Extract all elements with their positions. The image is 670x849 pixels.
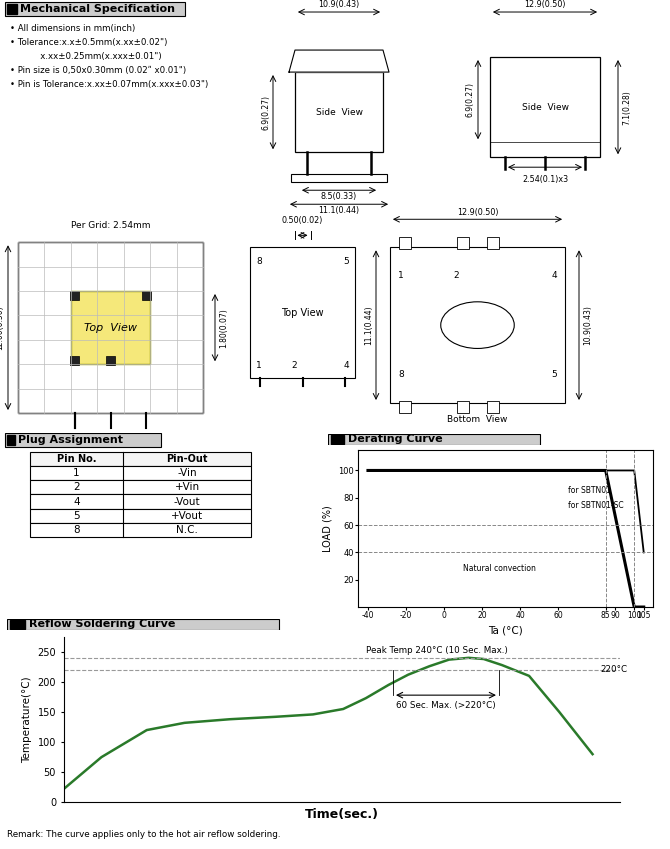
Text: 1.80(0.07): 1.80(0.07) <box>219 307 228 347</box>
Text: • Pin size is 0,50x0.30mm (0.02ʺ x0.01"): • Pin size is 0,50x0.30mm (0.02ʺ x0.01") <box>10 66 186 75</box>
Text: 4: 4 <box>343 361 349 370</box>
Bar <box>390 247 565 403</box>
Text: Top  View: Top View <box>84 323 137 333</box>
Bar <box>456 401 468 413</box>
Text: 8: 8 <box>256 257 262 267</box>
Text: Mechanical Specification: Mechanical Specification <box>20 4 175 14</box>
Text: 1: 1 <box>256 361 262 370</box>
Text: 6.9(0.27): 6.9(0.27) <box>261 94 270 130</box>
Bar <box>30 494 251 509</box>
Bar <box>295 72 383 152</box>
Text: 5: 5 <box>73 511 80 520</box>
Bar <box>141 290 151 300</box>
Text: -Vin: -Vin <box>178 468 197 478</box>
Text: 6.9(0.27): 6.9(0.27) <box>466 82 475 116</box>
Text: 12.00(0.50): 12.00(0.50) <box>0 306 4 350</box>
Text: N.C.: N.C. <box>176 525 198 535</box>
Text: 2: 2 <box>454 271 460 280</box>
Text: 60 Sec. Max. (>220°C): 60 Sec. Max. (>220°C) <box>396 701 496 710</box>
Text: for SBTN01: for SBTN01 <box>567 486 610 496</box>
Text: • Pin is Tolerance:x.xx±0.07mm(x.xxx±0.03"): • Pin is Tolerance:x.xx±0.07mm(x.xxx±0.0… <box>10 80 208 89</box>
Text: Side  View: Side View <box>521 103 569 111</box>
Text: • Tolerance:x.x±0.5mm(x.xx±0.02"): • Tolerance:x.x±0.5mm(x.xx±0.02") <box>10 38 168 47</box>
Bar <box>30 452 251 466</box>
Ellipse shape <box>441 301 515 348</box>
Text: 11.1(0.44): 11.1(0.44) <box>364 306 373 345</box>
Polygon shape <box>289 50 389 72</box>
Text: Remark: The curve applies only to the hot air reflow soldering.: Remark: The curve applies only to the ho… <box>7 829 280 839</box>
Text: +Vin: +Vin <box>175 482 200 492</box>
Text: Side  View: Side View <box>316 108 362 116</box>
Bar <box>399 401 411 413</box>
Text: Bottom  View: Bottom View <box>448 415 508 424</box>
Text: Natural convection: Natural convection <box>463 565 536 573</box>
Text: 2: 2 <box>73 482 80 492</box>
Bar <box>18 242 203 413</box>
Bar <box>7 619 279 630</box>
Text: Per Grid: 2.54mm: Per Grid: 2.54mm <box>71 222 150 230</box>
Bar <box>30 481 251 494</box>
Text: 12.9(0.50): 12.9(0.50) <box>457 208 498 217</box>
Bar <box>399 238 411 250</box>
Bar <box>5 2 185 16</box>
X-axis label: Time(sec.): Time(sec.) <box>305 808 379 821</box>
Text: 12.9(0.50): 12.9(0.50) <box>524 0 565 9</box>
Bar <box>486 401 498 413</box>
Text: 2.54(0.1)x3: 2.54(0.1)x3 <box>522 175 568 184</box>
Text: 10.9(0.43): 10.9(0.43) <box>318 0 360 9</box>
Text: x.xx±0.25mm(x.xxx±0.01"): x.xx±0.25mm(x.xxx±0.01") <box>10 52 161 61</box>
Text: 7.1(0.28): 7.1(0.28) <box>622 90 631 125</box>
X-axis label: Ta (°C): Ta (°C) <box>488 626 523 636</box>
Bar <box>10 620 25 629</box>
Text: Pin-Out: Pin-Out <box>166 454 208 464</box>
Text: 5: 5 <box>343 257 349 267</box>
Bar <box>70 290 79 300</box>
Text: Peak Temp 240°C (10 Sec. Max.): Peak Temp 240°C (10 Sec. Max.) <box>366 646 508 655</box>
Y-axis label: Temperature(°C): Temperature(°C) <box>22 676 32 763</box>
Text: 10.9(0.43): 10.9(0.43) <box>583 305 592 345</box>
Bar <box>30 523 251 537</box>
Text: +Vout: +Vout <box>171 511 203 520</box>
Text: 1: 1 <box>398 271 404 280</box>
Bar <box>7 435 15 445</box>
Text: for SBTN01-SC: for SBTN01-SC <box>567 502 623 510</box>
Bar <box>71 291 150 364</box>
Text: Derating Curve: Derating Curve <box>348 435 443 444</box>
Bar <box>70 356 79 365</box>
Y-axis label: LOAD (%): LOAD (%) <box>323 505 333 552</box>
Text: 8: 8 <box>398 370 404 380</box>
Text: 1: 1 <box>73 468 80 478</box>
Bar <box>456 238 468 250</box>
Text: 8.5(0.33): 8.5(0.33) <box>321 192 357 201</box>
Bar <box>486 238 498 250</box>
Text: 5: 5 <box>551 370 557 380</box>
Text: Reflow Soldering Curve: Reflow Soldering Curve <box>29 620 175 629</box>
Bar <box>291 174 387 183</box>
Bar <box>490 57 600 157</box>
Bar <box>30 509 251 523</box>
Bar <box>250 247 355 378</box>
Text: 0.50(0.02): 0.50(0.02) <box>282 216 323 225</box>
Text: 11.1(0.44): 11.1(0.44) <box>318 206 360 216</box>
Bar <box>331 435 344 444</box>
Bar <box>328 434 540 445</box>
Text: 2: 2 <box>291 361 297 370</box>
Text: -Vout: -Vout <box>174 497 200 507</box>
Bar <box>7 4 17 14</box>
Text: 8: 8 <box>73 525 80 535</box>
Text: 220°C: 220°C <box>600 666 627 674</box>
Text: Pin No.: Pin No. <box>57 454 96 464</box>
Bar <box>106 356 115 365</box>
Text: 1.20(0.05): 1.20(0.05) <box>90 440 131 449</box>
Text: • All dimensions in mm(inch): • All dimensions in mm(inch) <box>10 24 135 33</box>
Text: Top View: Top View <box>281 307 324 318</box>
Text: Plug Assignment: Plug Assignment <box>18 435 123 445</box>
Text: 4: 4 <box>73 497 80 507</box>
Text: 4: 4 <box>551 271 557 280</box>
Bar <box>5 433 161 447</box>
Bar <box>30 466 251 481</box>
